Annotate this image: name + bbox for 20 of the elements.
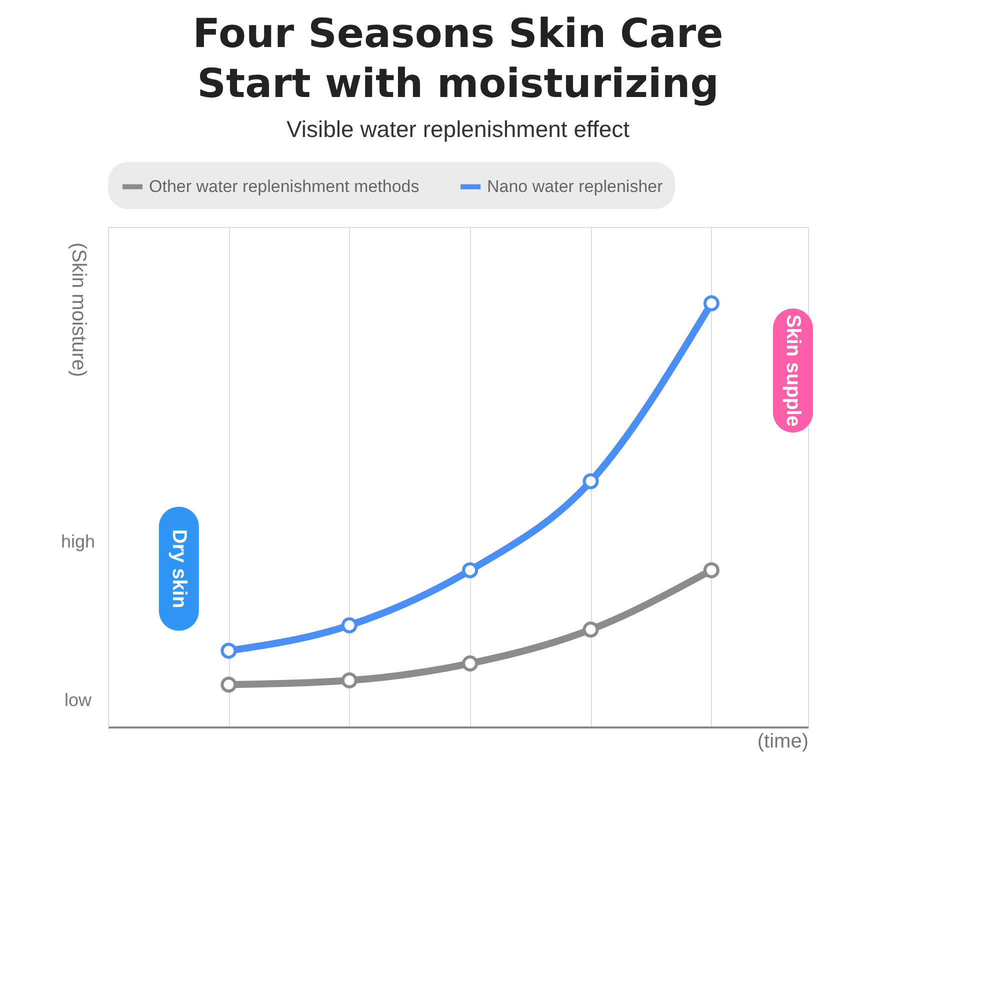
point: [462, 562, 478, 578]
annotation: Skin supple: [782, 314, 804, 427]
text: high: [60, 532, 96, 552]
legend-label: Nano water replenisher: [487, 176, 664, 196]
x-axis-title: (time): [757, 730, 808, 752]
point: [582, 473, 599, 490]
point: [220, 642, 237, 659]
point: [703, 295, 720, 312]
point: [462, 655, 478, 672]
point: [703, 562, 720, 578]
y-axis-title: (Skin moisture): [68, 242, 90, 377]
point: [220, 676, 237, 693]
chart-title: Four Seasons Skin Care Start with moisturizing: [192, 11, 724, 107]
legend-label: Other water replenishment methods: [149, 176, 420, 196]
annotation: Dry skin: [168, 529, 190, 608]
text: low: [64, 690, 92, 710]
chart-subtitle: Visible water replenishment effect: [286, 116, 630, 142]
point: [582, 622, 599, 638]
point: [341, 672, 358, 688]
point: [341, 617, 358, 634]
